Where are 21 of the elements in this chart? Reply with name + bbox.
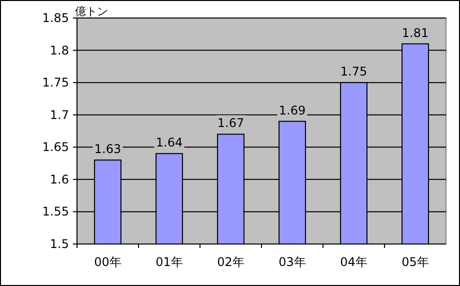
data-label: 1.63 (94, 142, 122, 156)
y-axis-title: 億トン (75, 5, 108, 18)
data-label: 1.69 (278, 103, 306, 118)
x-tick-label: 02年 (217, 255, 244, 269)
data-label: 1.81 (402, 26, 429, 40)
x-tick-label: 03年 (278, 255, 306, 269)
x-tick-label: 01年 (156, 255, 183, 269)
y-tick-label: 1.85 (42, 11, 69, 25)
y-tick-label: 1.55 (42, 204, 69, 219)
y-tick-label: 1.75 (42, 76, 69, 90)
y-tick-label: 1.7 (50, 108, 69, 122)
x-tick-label: 04年 (340, 255, 368, 269)
y-tick-label: 1.65 (42, 140, 69, 154)
data-label: 1.64 (156, 136, 183, 150)
x-tick-label: 00年 (94, 255, 122, 269)
y-tick-label: 1.8 (50, 43, 69, 58)
data-label: 1.67 (217, 116, 244, 130)
y-tick-label: 1.5 (50, 237, 69, 251)
y-tick-label: 1.6 (50, 172, 69, 186)
data-label: 1.75 (340, 64, 368, 79)
x-tick-label: 05年 (402, 255, 429, 269)
